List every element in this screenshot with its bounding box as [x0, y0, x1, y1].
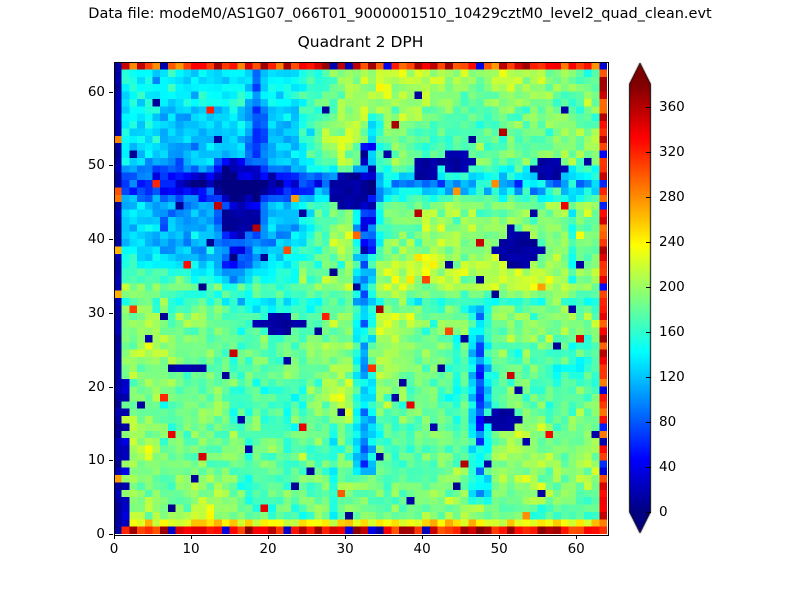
x-tick-mark [576, 535, 578, 539]
x-tick-label: 10 [182, 541, 200, 557]
colorbar-tick-label: 280 [659, 188, 685, 205]
y-tick-mark [109, 91, 113, 93]
y-tick-label: 10 [87, 452, 105, 469]
y-tick-label: 40 [87, 231, 105, 247]
x-tick-label: 60 [567, 541, 585, 557]
heatmap-image [114, 62, 607, 534]
colorbar-tick-label: 80 [659, 413, 677, 430]
x-tick-mark [345, 535, 347, 539]
colorbar-tick-mark [646, 106, 651, 108]
x-tick-label: 40 [413, 541, 431, 557]
y-tick-mark [109, 460, 113, 462]
colorbar-tick-label: 40 [659, 458, 677, 475]
x-tick-label: 20 [259, 541, 277, 557]
colorbar-tick-label: 0 [659, 504, 668, 520]
colorbar-tick-label: 160 [659, 323, 685, 340]
y-tick-label: 50 [87, 157, 105, 174]
colorbar-tick-mark [646, 376, 651, 378]
figure-suptitle: Data file: modeM0/AS1G07_066T01_90000015… [88, 6, 712, 22]
colorbar-tick-mark [646, 466, 651, 468]
x-tick-mark [499, 535, 501, 539]
x-tick-label: 50 [490, 541, 508, 557]
y-tick-label: 20 [87, 378, 105, 395]
y-tick-label: 30 [87, 304, 105, 321]
colorbar-tick-label: 240 [659, 233, 685, 250]
x-tick-mark [114, 535, 115, 539]
colorbar-tick-mark [646, 241, 651, 243]
x-tick-mark [191, 535, 193, 539]
plot-axes-frame [114, 62, 609, 536]
colorbar-tick-mark [646, 151, 651, 153]
x-tick-label: 0 [109, 541, 119, 557]
x-tick-mark [422, 535, 424, 539]
colorbar-gradient [627, 62, 653, 534]
colorbar-tick-mark [646, 331, 651, 333]
y-tick-label: 60 [87, 83, 105, 100]
colorbar-tick-mark [646, 512, 651, 513]
colorbar-tick-mark [646, 421, 651, 423]
y-tick-mark [109, 239, 113, 240]
colorbar-tick-mark [646, 196, 651, 198]
colorbar-tick-label: 120 [659, 368, 685, 385]
y-tick-mark [109, 312, 113, 314]
colorbar-tick-label: 360 [659, 98, 685, 115]
y-tick-mark [109, 165, 113, 167]
colorbar-tick-mark [646, 286, 651, 288]
y-tick-mark [109, 386, 113, 388]
y-tick-mark [109, 534, 113, 535]
colorbar-tick-label: 320 [659, 143, 685, 160]
colorbar-tick-label: 200 [659, 278, 685, 295]
axes-title: Quadrant 2 DPH [297, 33, 424, 51]
y-tick-label: 0 [96, 526, 105, 542]
x-tick-label: 30 [336, 541, 354, 557]
x-tick-mark [268, 535, 270, 539]
